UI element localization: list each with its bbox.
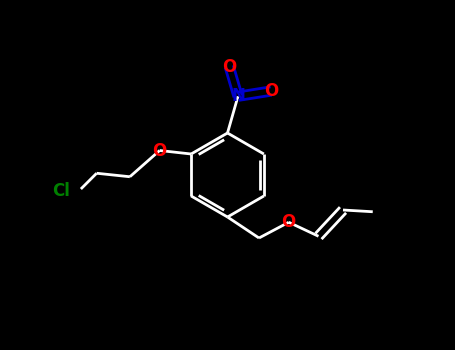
Text: O: O	[282, 213, 296, 231]
Text: Cl: Cl	[52, 182, 71, 200]
Text: O: O	[152, 141, 167, 160]
Text: O: O	[222, 57, 237, 76]
Text: N: N	[231, 87, 245, 105]
Text: O: O	[264, 82, 278, 100]
